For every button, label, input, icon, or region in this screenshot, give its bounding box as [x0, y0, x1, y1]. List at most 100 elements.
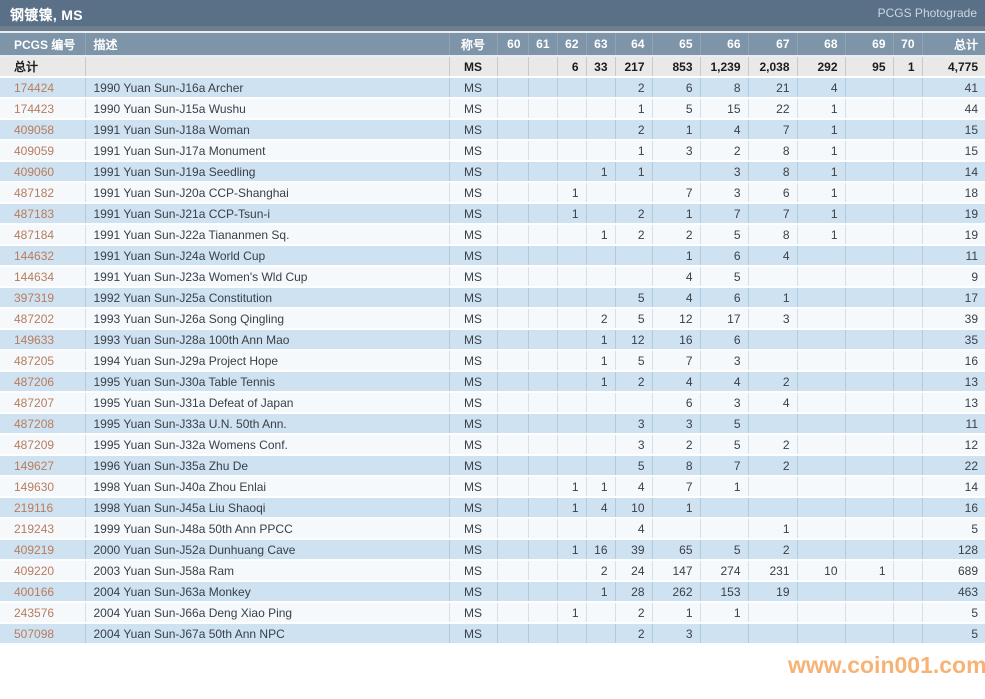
pcgs-number-link[interactable]: 219243: [0, 518, 86, 540]
grade-count-66: [700, 497, 749, 519]
grade-count-62: 1: [557, 476, 587, 498]
pcgs-number-link[interactable]: 174423: [0, 98, 86, 120]
grade-count-62: [557, 98, 587, 120]
total-count: 16: [922, 497, 985, 519]
grade-count-64: 1: [615, 140, 653, 162]
grade-count-69: [845, 182, 894, 204]
grade-count-67: 2: [748, 539, 798, 561]
designation: MS: [449, 308, 498, 330]
grade-count-63: 1: [586, 350, 616, 372]
photograde-link[interactable]: PCGS Photograde: [877, 6, 977, 20]
grade-count-69: [845, 602, 894, 624]
grade-count-67: 4: [748, 245, 798, 267]
pcgs-number-link[interactable]: 149627: [0, 455, 86, 477]
grade-count-64: 2: [615, 371, 653, 393]
grade-count-70: [893, 623, 923, 645]
pcgs-number-link[interactable]: 409219: [0, 539, 86, 561]
pcgs-number-link[interactable]: 243576: [0, 602, 86, 624]
table-row: 144634 1991 Yuan Sun-J23a Women's Wld Cup…: [0, 266, 985, 288]
grade-count-61: [528, 266, 558, 288]
grade-count-65: 2: [652, 434, 701, 456]
table-row: 487206 1995 Yuan Sun-J30a Table Tennis MS 1…: [0, 371, 985, 393]
grade-count-70: [893, 497, 923, 519]
table-row: 487183 1991 Yuan Sun-J21a CCP-Tsun-i MS 1 2 1…: [0, 203, 985, 225]
grade-count-60: [497, 140, 529, 162]
grade-count-67: [748, 476, 798, 498]
grade-count-67: [748, 413, 798, 435]
grade-count-60: [497, 266, 529, 288]
pcgs-number-link[interactable]: 144632: [0, 245, 86, 267]
grade-count-61: [528, 455, 558, 477]
coin-description: 2003 Yuan Sun-J58a Ram: [85, 560, 450, 582]
grade-count-63: [586, 98, 616, 120]
table-row: 397319 1992 Yuan Sun-J25a Constitution MS 5…: [0, 287, 985, 309]
pcgs-number-link[interactable]: 487183: [0, 203, 86, 225]
grade-count-60: [497, 455, 529, 477]
grade-count-68: [797, 497, 846, 519]
grade-count-64: 4: [615, 518, 653, 540]
pcgs-number-link[interactable]: 487205: [0, 350, 86, 372]
column-header-grade-63: 63: [586, 33, 616, 57]
grade-count-70: [893, 224, 923, 246]
designation: MS: [449, 602, 498, 624]
pcgs-number-link[interactable]: 409220: [0, 560, 86, 582]
total-count: 11: [922, 413, 985, 435]
grade-count-69: 1: [845, 560, 894, 582]
grade-count-64: 1: [615, 98, 653, 120]
grade-count-65: 6: [652, 77, 701, 99]
grade-count-70: 1: [893, 56, 923, 78]
pcgs-number-link[interactable]: 487202: [0, 308, 86, 330]
pcgs-number-link[interactable]: 487182: [0, 182, 86, 204]
grade-count-61: [528, 392, 558, 414]
totals-row: 总计 MS 6 33 217 853 1,239 2,038 292 95 1 4,775: [0, 56, 985, 78]
pcgs-number-link[interactable]: 149630: [0, 476, 86, 498]
pcgs-number-link[interactable]: 487206: [0, 371, 86, 393]
grade-count-64: 3: [615, 413, 653, 435]
grade-count-61: [528, 476, 558, 498]
pcgs-number-link[interactable]: 219116: [0, 497, 86, 519]
pcgs-number-link[interactable]: 487184: [0, 224, 86, 246]
grade-count-63: [586, 392, 616, 414]
pcgs-number-link[interactable]: 487209: [0, 434, 86, 456]
pcgs-number-link[interactable]: 487208: [0, 413, 86, 435]
pcgs-number-link[interactable]: 397319: [0, 287, 86, 309]
table-row: 487184 1991 Yuan Sun-J22a Tiananmen Sq. MS…: [0, 224, 985, 246]
pcgs-number-link[interactable]: 507098: [0, 623, 86, 645]
grade-count-70: [893, 560, 923, 582]
grade-count-65: 1: [652, 203, 701, 225]
grade-count-60: [497, 245, 529, 267]
designation: MS: [449, 287, 498, 309]
designation: MS: [449, 539, 498, 561]
grade-count-62: 6: [557, 56, 587, 78]
pcgs-number-link[interactable]: 409060: [0, 161, 86, 183]
grade-count-67: 2: [748, 434, 798, 456]
grade-count-67: 231: [748, 560, 798, 582]
pcgs-number-link[interactable]: 400166: [0, 581, 86, 603]
table-row: 174424 1990 Yuan Sun-J16a Archer MS 2 6 8 21 4 4…: [0, 77, 985, 99]
grade-count-67: 2: [748, 455, 798, 477]
pcgs-number-link[interactable]: 144634: [0, 266, 86, 288]
grade-count-63: 1: [586, 329, 616, 351]
pcgs-number-link[interactable]: 409058: [0, 119, 86, 141]
grade-count-64: 12: [615, 329, 653, 351]
pcgs-number-link[interactable]: 409059: [0, 140, 86, 162]
table-row: 243576 2004 Yuan Sun-J66a Deng Xiao Ping M…: [0, 602, 985, 624]
total-count: 9: [922, 266, 985, 288]
grade-count-64: 5: [615, 455, 653, 477]
grade-count-62: [557, 77, 587, 99]
grade-count-67: 6: [748, 182, 798, 204]
grade-count-65: 2: [652, 224, 701, 246]
total-count: 689: [922, 560, 985, 582]
grade-count-63: [586, 287, 616, 309]
grade-count-69: [845, 98, 894, 120]
grade-count-68: 1: [797, 182, 846, 204]
grade-count-68: [797, 602, 846, 624]
grade-count-67: 8: [748, 224, 798, 246]
grade-count-70: [893, 161, 923, 183]
grade-count-70: [893, 350, 923, 372]
pcgs-number-link[interactable]: 174424: [0, 77, 86, 99]
grade-count-60: [497, 203, 529, 225]
designation: MS: [449, 434, 498, 456]
pcgs-number-link[interactable]: 487207: [0, 392, 86, 414]
pcgs-number-link[interactable]: 149633: [0, 329, 86, 351]
